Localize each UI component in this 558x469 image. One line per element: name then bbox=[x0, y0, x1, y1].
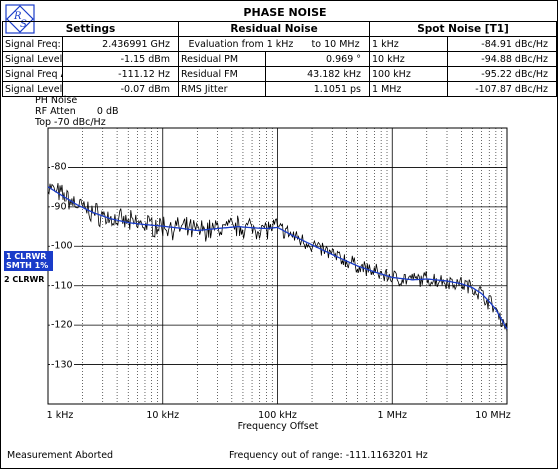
evaluation-prefix: Evaluation from 1 kHz bbox=[188, 38, 294, 50]
x-tick-label: 100 kHz bbox=[258, 410, 297, 421]
x-tick-label: 10 MHz bbox=[475, 410, 511, 421]
x-tick-label: 10 kHz bbox=[146, 410, 180, 421]
y-tick-label: -90 bbox=[50, 201, 68, 213]
trace-smooth bbox=[47, 186, 508, 330]
table-row: Signal Level Δ: -0.07 dBm RMS Jitter 1.1… bbox=[2, 81, 558, 97]
status-left: Measurement Aborted bbox=[7, 450, 114, 461]
svg-text:R: R bbox=[13, 11, 22, 22]
x-tick-label: 1 MHz bbox=[377, 410, 407, 421]
residual-value: 1.1051 ps bbox=[264, 81, 371, 97]
spot-value: -107.87 dBc/Hz bbox=[447, 81, 558, 97]
y-tick-label: -100 bbox=[50, 240, 74, 252]
window-title: PHASE NOISE bbox=[243, 6, 327, 19]
trace1-mode: 1 CLRWR bbox=[6, 252, 47, 261]
measurement-mode: PH Noise bbox=[35, 95, 78, 106]
x-axis-title: Frequency Offset bbox=[237, 421, 319, 432]
status-center: Frequency out of range: -111.1163201 Hz bbox=[229, 450, 428, 461]
rf-atten-value: 0 dB bbox=[96, 106, 119, 117]
top-level: Top -70 dBc/Hz bbox=[35, 117, 106, 128]
spot-offset: 1 MHz bbox=[369, 81, 449, 97]
evaluation-end: 10 MHz bbox=[324, 38, 360, 50]
y-tick-label: -80 bbox=[50, 161, 68, 173]
trace1-smoothing: SMTH 1% bbox=[6, 261, 49, 270]
rf-atten: RF Atten 0 dB bbox=[35, 106, 119, 117]
trace-raw bbox=[47, 183, 508, 333]
x-tick-label: 1 kHz bbox=[46, 410, 74, 421]
table-row: Signal Level: -1.15 dBm Residual PM 0.96… bbox=[2, 51, 558, 67]
trace1-badge[interactable]: 1 CLRWR SMTH 1% bbox=[4, 251, 53, 271]
summary-table: Settings Residual Noise Spot Noise [T1] … bbox=[2, 21, 558, 97]
spot-header: Spot Noise [T1] bbox=[369, 21, 558, 37]
evaluation-to: to bbox=[311, 38, 322, 50]
rf-atten-label: RF Atten bbox=[35, 106, 76, 117]
trace2-label[interactable]: 2 CLRWR bbox=[4, 275, 45, 284]
y-tick-label: -120 bbox=[50, 319, 74, 331]
y-tick-label: -110 bbox=[50, 280, 74, 292]
plot-grid bbox=[47, 127, 507, 405]
y-tick-label: -130 bbox=[50, 359, 74, 371]
